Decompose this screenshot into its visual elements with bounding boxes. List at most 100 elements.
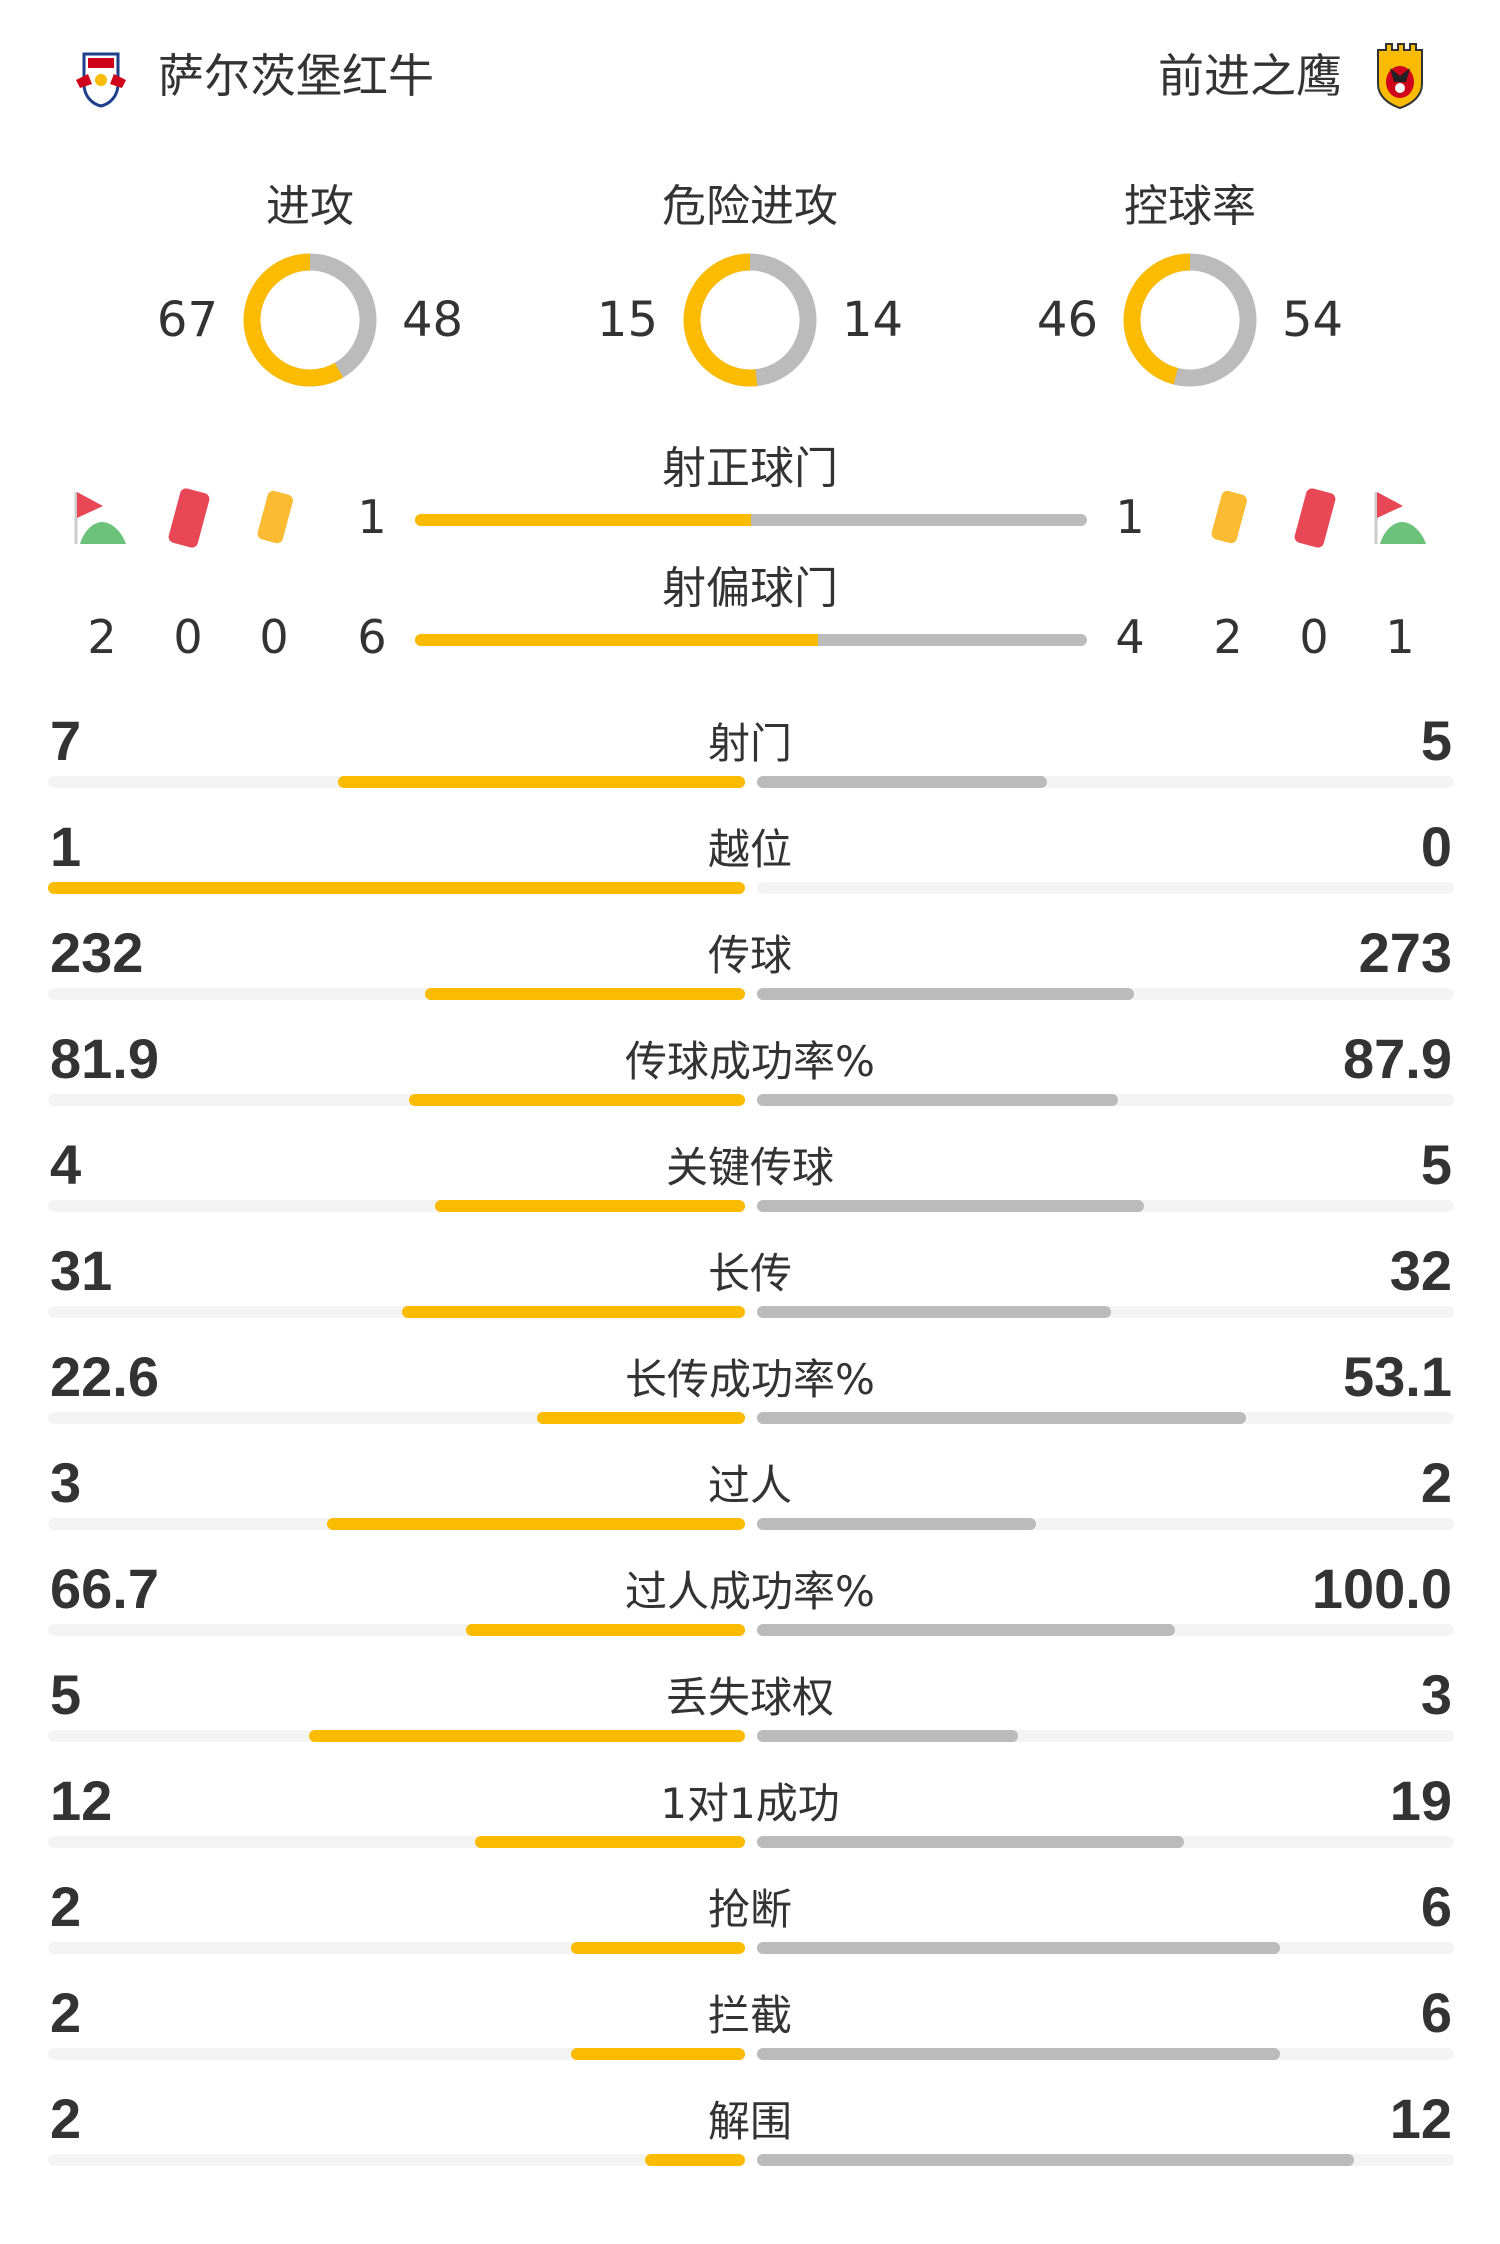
stat-away-fill [757,988,1134,1000]
stat-away-track [757,1412,1454,1424]
donut-title-dangerous-attack: 危险进攻 [662,181,838,232]
attack-away-value: 48 [402,292,464,348]
stat-row: 22.6 长传成功率% 53.1 [0,1336,1500,1442]
stat-label: 解围 [707,2097,792,2146]
stat-home-fill [466,1624,745,1636]
stat-away-value: 3 [1420,1663,1452,1726]
stat-away-value: 12 [1389,2087,1452,2150]
corner-flag-icon [74,490,128,550]
stat-label: 1对1成功 [660,1779,840,1828]
stat-home-fill [326,1518,745,1530]
stat-away-fill [757,1094,1118,1106]
home-corners-value: 2 [87,610,117,664]
corner-flag-icon [1374,490,1428,550]
stat-away-value: 5 [1420,709,1452,772]
stat-label: 丢失球权 [665,1673,834,1722]
shots-on-away-value: 1 [1115,490,1145,544]
stat-home-track [48,776,745,788]
stat-label: 关键传球 [665,1143,834,1192]
stat-away-value: 19 [1389,1769,1452,1832]
stat-row: 5 丢失球权 3 [0,1654,1500,1760]
stat-home-fill [536,1412,745,1424]
stat-away-fill [757,2154,1355,2166]
stat-label: 拦截 [707,1991,792,2040]
stat-row: 7 射门 5 [0,700,1500,806]
stat-home-value: 2 [50,1875,82,1938]
away-team-name: 前进之鹰 [1158,49,1342,103]
stat-away-fill [757,1730,1019,1742]
stat-home-value: 7 [50,709,82,772]
stat-home-fill [309,1730,745,1742]
stat-home-fill [424,988,745,1000]
donut-home-arc [1123,253,1257,387]
stat-away-value: 53.1 [1343,1345,1452,1408]
stat-label: 射门 [707,719,792,768]
donut-title-attack: 进攻 [266,181,354,232]
stat-home-value: 66.7 [50,1557,159,1620]
donut-home-arc [243,253,377,387]
dangerous-attack-away-value: 14 [842,292,904,348]
stat-away-value: 6 [1420,1875,1452,1938]
stat-home-value: 3 [50,1451,82,1514]
stat-row: 4 关键传球 5 [0,1124,1500,1230]
stat-home-fill [570,1942,745,1954]
stat-away-fill [757,1942,1280,1954]
stat-away-track [757,2048,1454,2060]
stat-home-track [48,882,745,894]
stat-row: 66.7 过人成功率% 100.0 [0,1548,1500,1654]
stat-away-fill [757,1306,1112,1318]
stat-row: 2 抢断 6 [0,1866,1500,1972]
stat-home-track [48,1200,745,1212]
stat-home-track [48,2154,745,2166]
stat-label: 传球 [707,931,792,980]
stat-away-value: 6 [1420,1981,1452,2044]
possession-home-value: 46 [1036,292,1098,348]
stat-row: 1 越位 0 [0,806,1500,912]
shots-on-bar [415,514,1087,526]
stat-row: 81.9 传球成功率% 87.9 [0,1018,1500,1124]
shots-on-home-fill [415,514,751,526]
stat-away-value: 273 [1358,921,1452,984]
shots-off-target-label: 射偏球门 [662,563,838,614]
stat-away-fill [757,1200,1145,1212]
stat-home-value: 4 [50,1133,82,1196]
stat-home-track [48,1094,745,1106]
stat-away-track [757,1730,1454,1742]
stat-label: 过人 [707,1461,792,1510]
stat-home-value: 5 [50,1663,82,1726]
donut-dangerous-attack [683,253,817,387]
stat-home-value: 2 [50,1981,82,2044]
home-red-cards-value: 0 [173,610,203,664]
stat-home-value: 81.9 [50,1027,159,1090]
stat-away-value: 0 [1420,815,1452,878]
shots-off-bar [415,634,1087,646]
stat-away-fill [757,1624,1176,1636]
stat-home-track [48,1730,745,1742]
stat-away-value: 5 [1420,1133,1452,1196]
stat-home-value: 2 [50,2087,82,2150]
home-team-name: 萨尔茨堡红牛 [158,49,434,103]
donut-attack [243,253,377,387]
yellow-card-icon [248,486,302,554]
stat-away-value: 87.9 [1343,1027,1452,1090]
stat-away-track [757,882,1454,894]
stat-home-track [48,1306,745,1318]
stat-row: 232 传球 273 [0,912,1500,1018]
stat-home-value: 12 [50,1769,113,1832]
away-yellow-cards-value: 2 [1213,610,1243,664]
stat-home-fill [475,1836,745,1848]
stat-row: 3 过人 2 [0,1442,1500,1548]
home-yellow-cards-value: 0 [259,610,289,664]
stat-home-fill [402,1306,745,1318]
dangerous-attack-home-value: 15 [596,292,658,348]
red-card-icon [162,486,216,554]
stat-away-value: 2 [1420,1451,1452,1514]
stat-away-track [757,1518,1454,1530]
away-corners-value: 1 [1385,610,1415,664]
stat-away-track [757,1306,1454,1318]
shots-off-home-value: 6 [357,610,387,664]
stat-away-track [757,776,1454,788]
shots-on-target-label: 射正球门 [662,443,838,494]
stat-home-track [48,2048,745,2060]
stat-label: 抢断 [707,1885,792,1934]
